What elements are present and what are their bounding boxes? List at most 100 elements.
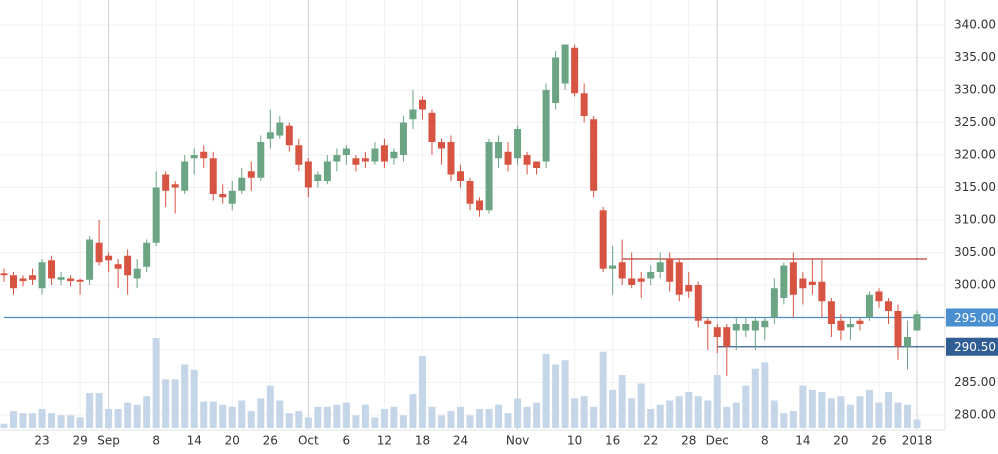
volume-bar	[143, 396, 151, 428]
x-tick-label: 14	[795, 434, 810, 448]
candle-body	[846, 323, 854, 328]
y-tick-label: 280.00	[954, 407, 996, 421]
y-tick-label: 305.00	[954, 245, 996, 259]
x-tick-label: Sep	[97, 434, 120, 448]
x-tick-label: 12	[377, 434, 392, 448]
volume-bar	[523, 406, 531, 428]
volume-bar	[789, 411, 797, 428]
volume-bar	[447, 411, 455, 428]
y-tick-label: 330.00	[954, 83, 996, 97]
candle-body	[561, 44, 569, 84]
candle-body	[751, 320, 759, 331]
candle-body	[884, 301, 892, 311]
volume-bar	[114, 408, 122, 428]
candle-body	[761, 320, 769, 328]
volume-bar	[742, 385, 750, 428]
volume-bar	[732, 402, 740, 428]
candle-body	[390, 151, 398, 159]
volume-bar	[647, 408, 655, 428]
volume-bar	[295, 411, 303, 428]
candle-body	[219, 194, 227, 198]
y-tick-label: 325.00	[954, 115, 996, 129]
candle-body	[609, 265, 617, 269]
x-tick-label: 14	[187, 434, 202, 448]
volume-bar	[723, 406, 731, 428]
volume-bar	[476, 408, 484, 428]
x-tick-label: 24	[453, 434, 468, 448]
volume-bar	[561, 360, 569, 428]
x-tick-label: 26	[263, 434, 278, 448]
volume-bar	[209, 401, 217, 428]
volume-bar	[247, 411, 255, 428]
candle-body	[228, 190, 236, 204]
volume-bar	[675, 396, 683, 428]
candle-body	[342, 148, 350, 156]
candle-body	[514, 129, 522, 159]
candle-body	[276, 122, 284, 136]
volume-bar	[580, 396, 588, 428]
volume-bar	[38, 408, 46, 428]
volume-bar	[799, 385, 807, 428]
volume-bar	[219, 404, 227, 428]
volume-bar	[466, 415, 474, 428]
volume-bar	[371, 417, 379, 428]
candle-body	[618, 262, 626, 279]
candle-body	[571, 47, 579, 94]
y-tick-label: 285.00	[954, 375, 996, 389]
volume-bar	[856, 396, 864, 428]
candle-body	[152, 187, 160, 243]
volume-bar	[504, 413, 512, 428]
candle-body	[200, 151, 208, 159]
candle-body	[181, 161, 189, 191]
volume-bar	[380, 408, 388, 428]
candle-body	[590, 119, 598, 191]
candle-body	[894, 310, 902, 347]
volume-bar	[314, 406, 322, 428]
candle-body	[209, 158, 217, 195]
volume-bar	[200, 401, 208, 428]
volume-bar	[342, 402, 350, 428]
candle-body	[38, 262, 46, 289]
x-tick-label: 29	[72, 434, 87, 448]
candle-body	[666, 258, 674, 282]
candle-body	[799, 278, 807, 289]
candle-body	[913, 314, 921, 331]
volume-bar	[770, 400, 778, 428]
x-tick-label: 10	[567, 434, 582, 448]
volume-bar	[48, 413, 56, 428]
candle-body	[418, 99, 426, 110]
volume-bar	[86, 393, 94, 428]
candle-body	[105, 255, 113, 261]
volume-bar	[304, 417, 312, 428]
volume-bar	[124, 402, 132, 428]
x-tick-label: 22	[643, 434, 658, 448]
candle-body	[789, 262, 797, 295]
volume-bar	[323, 406, 331, 428]
volume-bar	[10, 411, 18, 428]
candle-body	[257, 142, 265, 178]
candle-body	[48, 260, 56, 279]
candle-body	[856, 320, 864, 324]
x-tick-label: 8	[152, 434, 160, 448]
candle-body	[133, 268, 141, 279]
x-tick-label: 20	[833, 434, 848, 448]
level-lines	[4, 258, 945, 348]
y-tick-label: 300.00	[954, 277, 996, 291]
volume-bar	[618, 375, 626, 428]
candle-body	[190, 155, 198, 159]
candle-body	[780, 265, 788, 298]
candle-body	[628, 278, 636, 285]
candle-body	[694, 284, 702, 321]
candle-body	[523, 155, 531, 165]
volume-bar	[238, 400, 246, 428]
candle-body	[656, 262, 664, 272]
volume-bar	[685, 392, 693, 428]
candle-body	[314, 174, 322, 182]
volume-bar	[485, 408, 493, 428]
volume-bar	[257, 398, 265, 428]
candle-body	[827, 301, 835, 324]
candle-body	[637, 278, 645, 282]
